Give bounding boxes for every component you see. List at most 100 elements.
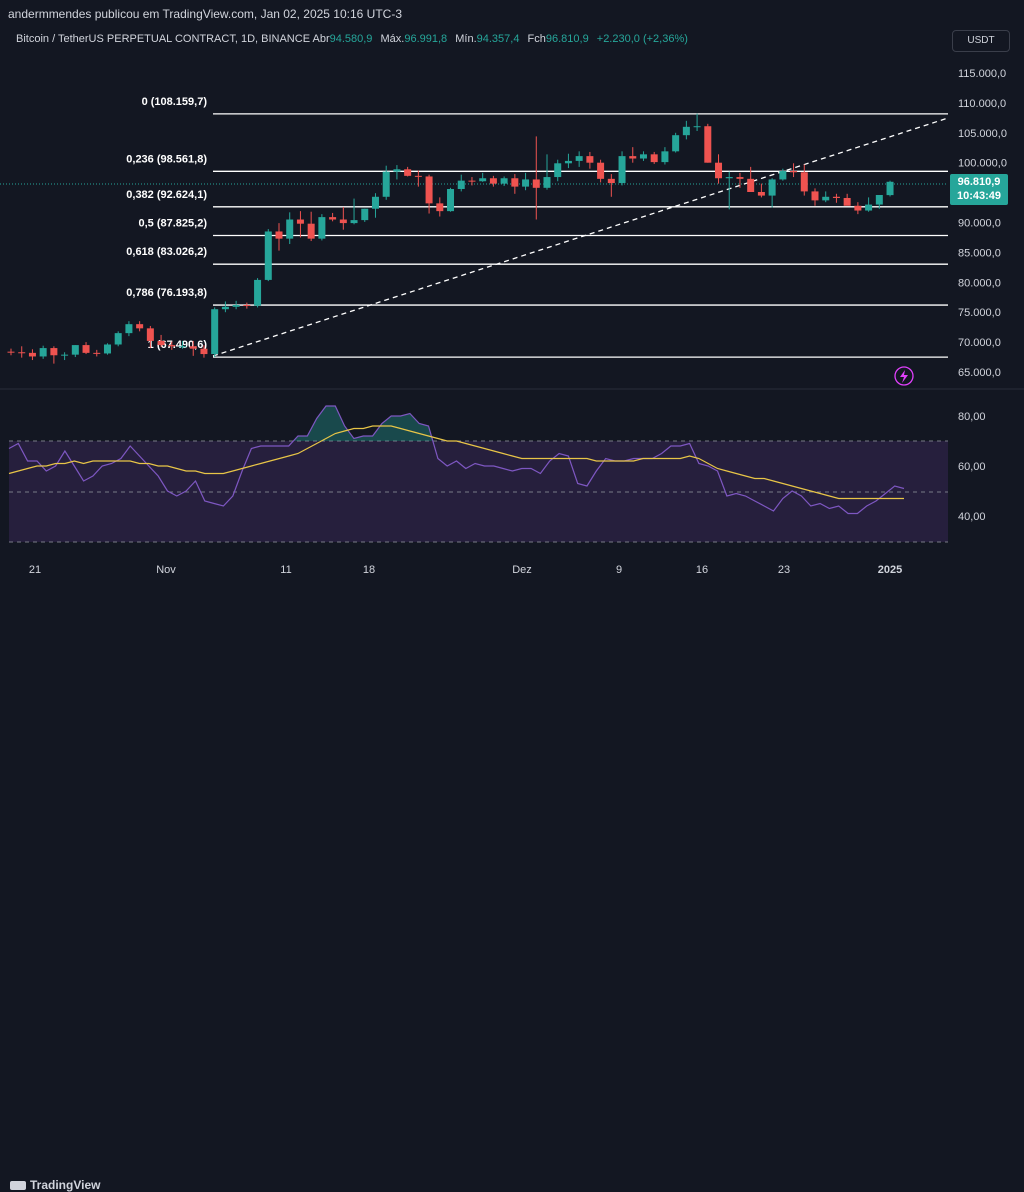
candle-body[interactable] <box>511 178 519 187</box>
candle-body[interactable] <box>522 179 530 187</box>
candle-body[interactable] <box>71 345 79 355</box>
candle-body[interactable] <box>586 156 594 163</box>
candle-body[interactable] <box>329 217 337 220</box>
candle-body[interactable] <box>50 348 58 356</box>
candle-body[interactable] <box>350 220 358 224</box>
candle-body[interactable] <box>661 151 669 163</box>
candle-body[interactable] <box>61 354 69 356</box>
candle-body[interactable] <box>254 279 262 306</box>
candle-body[interactable] <box>500 178 508 184</box>
time-axis-label: 16 <box>696 564 708 576</box>
candle-body[interactable] <box>489 178 497 184</box>
candle-body[interactable] <box>114 333 122 345</box>
candle-body[interactable] <box>232 305 240 307</box>
candle-body[interactable] <box>811 191 819 201</box>
candle-body[interactable] <box>875 194 883 205</box>
candle-body[interactable] <box>779 171 787 180</box>
candle-body[interactable] <box>725 177 733 179</box>
candle-body[interactable] <box>543 177 551 188</box>
candle-body[interactable] <box>371 196 379 209</box>
candle-body[interactable] <box>275 231 283 239</box>
candle-body[interactable] <box>404 169 412 176</box>
candle-body[interactable] <box>307 223 315 239</box>
candle-body[interactable] <box>575 156 583 161</box>
candle-body[interactable] <box>243 305 251 307</box>
candle-body[interactable] <box>39 348 47 357</box>
candle-body[interactable] <box>211 309 219 355</box>
candle-body[interactable] <box>768 179 776 196</box>
candle-body[interactable] <box>639 154 647 159</box>
candle-body[interactable] <box>93 352 101 354</box>
candle-body[interactable] <box>554 163 562 178</box>
candle-body[interactable] <box>264 231 272 280</box>
candle-body[interactable] <box>318 217 326 239</box>
candle-body[interactable] <box>146 328 154 341</box>
top-bar: andermmendes publicou em TradingView.com… <box>0 0 1024 26</box>
candle-body[interactable] <box>747 178 755 193</box>
candle-body[interactable] <box>361 208 369 221</box>
currency-button[interactable]: USDT <box>952 30 1010 52</box>
price-axis-label: 75.000,0 <box>958 307 1001 319</box>
candle-body[interactable] <box>736 177 744 179</box>
candle-body[interactable] <box>221 306 229 310</box>
candle-body[interactable] <box>479 178 487 182</box>
rsi-ma-line[interactable] <box>8 425 904 500</box>
candle-body[interactable] <box>179 346 187 348</box>
candle-body[interactable] <box>157 340 165 346</box>
candle-body[interactable] <box>564 160 572 164</box>
candle-body[interactable] <box>18 352 26 354</box>
candle-body[interactable] <box>286 219 294 239</box>
candle-body[interactable] <box>532 179 540 188</box>
candle-body[interactable] <box>886 181 894 196</box>
candle-body[interactable] <box>790 171 798 173</box>
candle-body[interactable] <box>682 126 690 136</box>
candle-body[interactable] <box>136 324 144 329</box>
candle-body[interactable] <box>597 162 605 179</box>
brand-label[interactable]: TradingView <box>10 1178 100 1192</box>
candle-body[interactable] <box>629 156 637 159</box>
symbol-legend: Bitcoin / TetherUS PERPETUAL CONTRACT, 1… <box>16 33 693 45</box>
candle-body[interactable] <box>457 180 465 190</box>
candle-body[interactable] <box>168 345 176 347</box>
candle-body[interactable] <box>82 345 90 353</box>
candle-body[interactable] <box>704 126 712 163</box>
candle-body[interactable] <box>468 180 476 182</box>
close-value: 96.810,9 <box>545 33 589 45</box>
candle-body[interactable] <box>125 324 133 334</box>
candle-body[interactable] <box>822 196 830 201</box>
candle-body[interactable] <box>7 351 15 353</box>
candle-body[interactable] <box>414 175 422 177</box>
candle-body[interactable] <box>693 126 701 128</box>
symbol-title[interactable]: Bitcoin / TetherUS PERPETUAL CONTRACT, 1… <box>16 33 311 45</box>
candle-body[interactable] <box>854 205 862 211</box>
rsi-axis-label: 40,00 <box>958 511 986 523</box>
candle-body[interactable] <box>447 189 455 212</box>
candle-body[interactable] <box>200 348 208 355</box>
candle-body[interactable] <box>800 172 808 192</box>
candle-body[interactable] <box>650 154 658 163</box>
candle-body[interactable] <box>393 169 401 172</box>
candle-body[interactable] <box>618 156 626 184</box>
candle-body[interactable] <box>189 346 197 349</box>
candle-body[interactable] <box>436 203 444 212</box>
candle-body[interactable] <box>28 352 36 357</box>
candle-body[interactable] <box>832 196 840 198</box>
candle-body[interactable] <box>757 192 765 196</box>
candle-body[interactable] <box>843 197 851 206</box>
candle-body[interactable] <box>382 171 390 197</box>
lightning-icon[interactable] <box>894 366 914 386</box>
candle-body[interactable] <box>607 178 615 184</box>
fib-level-label: 0,618 (83.026,2) <box>126 246 207 258</box>
candle-body[interactable] <box>672 135 680 152</box>
trend-line[interactable] <box>212 117 949 357</box>
candle-body[interactable] <box>865 204 873 211</box>
candle-body[interactable] <box>103 344 111 354</box>
candle-body[interactable] <box>715 162 723 179</box>
chart-canvas[interactable]: 0 (108.159,7) 0,236 (98.561,8) 0,382 (92.6… <box>0 0 1024 614</box>
time-axis-label: Dez <box>512 564 532 576</box>
rsi-line[interactable] <box>8 405 905 515</box>
candle-body[interactable] <box>339 219 347 224</box>
candle-body[interactable] <box>296 219 304 224</box>
candle-body[interactable] <box>425 176 433 204</box>
low-value: 94.357,4 <box>476 33 520 45</box>
